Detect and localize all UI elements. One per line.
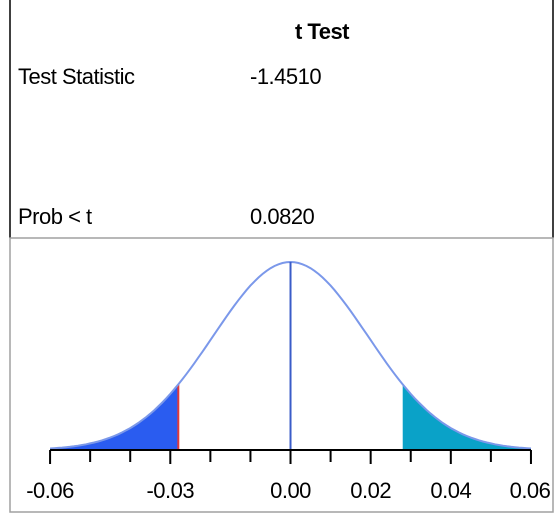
x-tick-label: 0.06: [510, 478, 551, 503]
x-tick-label: 0.02: [350, 478, 391, 503]
x-tick-label: -0.06: [26, 478, 74, 503]
upper-tail: [402, 384, 531, 450]
row-value: 0.0820: [250, 204, 315, 229]
row-label: Test Statistic: [18, 64, 135, 89]
x-tick-label: -0.03: [146, 478, 194, 503]
lower-tail: [50, 384, 179, 450]
title: t Test: [295, 19, 350, 44]
x-tick-label: 0.00: [270, 478, 311, 503]
x-tick-label: 0.04: [430, 478, 471, 503]
plot-frame: [9, 237, 554, 513]
row-value: -1.4510: [250, 64, 321, 89]
row-label: Prob < t: [18, 204, 92, 229]
